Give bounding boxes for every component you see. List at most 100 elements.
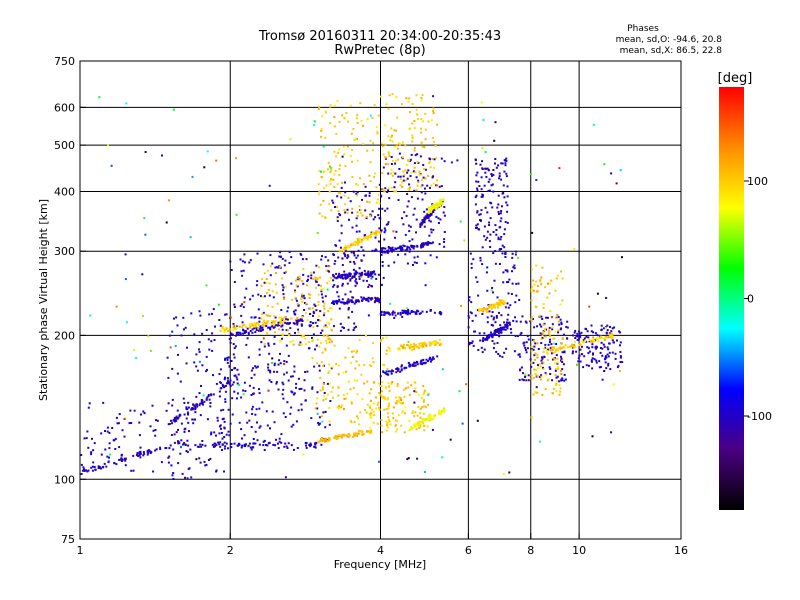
echo-point: [404, 249, 407, 252]
echo-point: [368, 274, 370, 277]
echo-point: [275, 438, 277, 441]
echo-point: [266, 424, 269, 427]
echo-point: [430, 184, 433, 187]
echo-point: [409, 364, 412, 367]
echo-point: [355, 379, 358, 382]
echo-point: [273, 322, 276, 325]
echo-point: [374, 298, 377, 301]
echo-point: [387, 172, 390, 175]
echo-point: [390, 186, 393, 189]
echo-point: [224, 445, 227, 448]
echo-point: [113, 462, 116, 465]
echo-point: [408, 419, 411, 422]
echo-point: [576, 335, 579, 338]
echo-point: [369, 406, 372, 409]
echo-point: [271, 305, 274, 308]
echo-point: [408, 344, 411, 347]
echo-point: [511, 282, 514, 285]
echo-point: [389, 423, 392, 426]
echo-point: [456, 159, 459, 162]
echo-point: [377, 382, 380, 385]
echo-point: [493, 139, 496, 142]
echo-point: [313, 120, 316, 123]
echo-point: [432, 228, 435, 231]
echo-point: [211, 332, 214, 335]
echo-point: [498, 299, 501, 302]
echo-point: [583, 337, 586, 340]
echo-point: [136, 452, 139, 455]
echo-point: [542, 303, 545, 306]
echo-point: [415, 428, 418, 431]
echo-point: [395, 96, 398, 99]
echo-point: [394, 424, 397, 427]
echo-point: [83, 437, 86, 440]
echo-point: [435, 256, 438, 259]
echo-point: [398, 400, 401, 403]
echo-point: [433, 415, 436, 418]
echo-point: [207, 459, 210, 461]
echo-point: [218, 395, 221, 398]
echo-point: [546, 348, 549, 351]
echo-point: [435, 157, 438, 160]
echo-point: [347, 308, 350, 311]
echo-point: [183, 430, 186, 433]
echo-point: [322, 364, 324, 367]
echo-point: [108, 447, 111, 450]
echo-point: [297, 377, 300, 380]
echo-point: [312, 314, 314, 317]
echo-point: [506, 204, 509, 207]
echo-point: [531, 285, 534, 288]
echo-point: [337, 274, 340, 277]
echo-point: [326, 382, 329, 385]
echo-point: [320, 443, 323, 446]
echo-point: [315, 264, 318, 267]
echo-point: [80, 463, 83, 466]
echo-point: [548, 341, 551, 343]
echo-point: [312, 333, 315, 336]
echo-point: [395, 190, 397, 193]
echo-point: [555, 348, 558, 351]
echo-point: [238, 325, 241, 328]
echo-point: [598, 366, 601, 369]
echo-point: [546, 346, 549, 349]
echo-point: [374, 172, 376, 175]
echo-point: [351, 226, 354, 229]
echo-point: [290, 406, 293, 409]
echo-point: [219, 441, 222, 444]
echo-point: [585, 335, 588, 338]
echo-point: [338, 148, 341, 151]
echo-point: [431, 176, 434, 179]
echo-point: [428, 419, 431, 422]
echo-point: [186, 439, 189, 442]
echo-point: [282, 298, 285, 300]
echo-point: [417, 346, 420, 349]
echo-point: [425, 344, 428, 347]
echo-point: [332, 178, 335, 181]
echo-point: [610, 431, 613, 434]
echo-point: [209, 457, 212, 460]
echo-point: [356, 254, 359, 257]
echo-point: [490, 333, 493, 336]
echo-point: [421, 184, 424, 187]
echo-point: [268, 282, 271, 285]
echo-point: [372, 410, 375, 413]
echo-point: [338, 120, 341, 123]
echo-point: [394, 430, 397, 433]
echo-point: [161, 154, 163, 157]
echo-point: [303, 335, 305, 337]
echo-point: [262, 324, 265, 327]
echo-point: [488, 240, 491, 243]
echo-point: [375, 201, 378, 204]
echo-point: [420, 221, 423, 224]
echo-point: [475, 162, 478, 165]
echo-point: [421, 363, 424, 366]
echo-point: [355, 241, 358, 243]
echo-point: [494, 321, 497, 324]
echo-point: [501, 205, 503, 208]
echo-point: [139, 452, 142, 455]
echo-point: [347, 306, 350, 309]
echo-point: [111, 427, 114, 429]
echo-point: [385, 312, 388, 315]
echo-point: [179, 380, 182, 383]
echo-point: [497, 194, 500, 197]
